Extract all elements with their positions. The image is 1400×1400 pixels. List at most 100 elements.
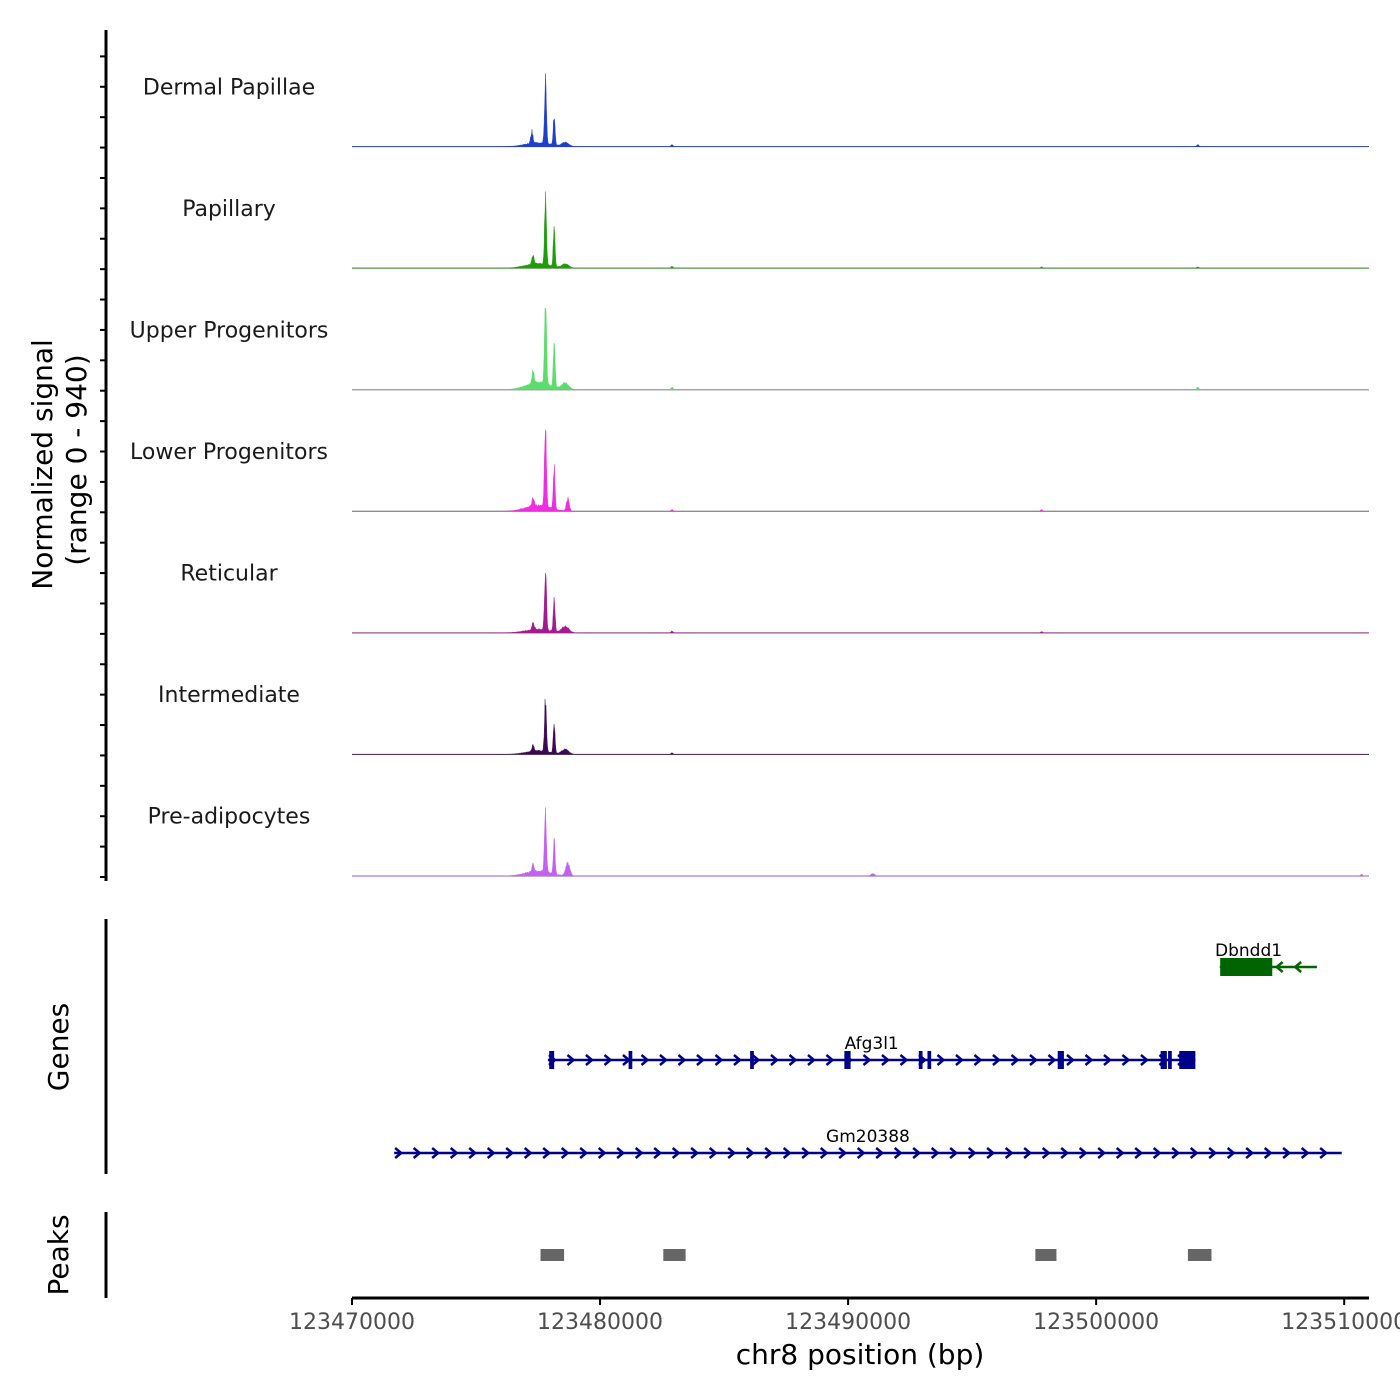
strand-chevron [1004, 1147, 1014, 1159]
strand-chevron [1263, 1147, 1273, 1159]
track-upper-progenitors: Upper Progenitors [130, 307, 1370, 391]
track-signal-area [351, 573, 1370, 634]
strand-chevron [634, 1147, 644, 1159]
strand-chevron [807, 1054, 816, 1066]
strand-chevron [1208, 1147, 1218, 1159]
track-signal-area [351, 699, 1370, 755]
gene-exon [750, 1051, 754, 1069]
gene-exon [844, 1051, 851, 1069]
strand-chevron [801, 1147, 811, 1159]
strand-chevron [542, 1147, 552, 1159]
coverage-y-label: Normalized signal (range 0 - 940) [26, 330, 93, 589]
gene-dbndd1: Dbndd1 [1215, 941, 1317, 976]
strand-chevron [727, 1147, 737, 1159]
coverage-y-ticks [100, 55, 106, 878]
strand-chevron [1274, 961, 1284, 973]
strand-chevron [585, 1054, 594, 1066]
track-label: Lower Progenitors [130, 440, 328, 465]
strand-chevron [986, 1147, 996, 1159]
track-intermediate: Intermediate [158, 683, 1370, 755]
strand-chevron [788, 1054, 798, 1066]
strand-chevron [1226, 1147, 1236, 1159]
gene-afg3l1: Afg3l1 [547, 1034, 1196, 1069]
strand-chevron [955, 1054, 964, 1066]
track-signal-area [351, 429, 1370, 512]
strand-chevron [893, 1147, 903, 1159]
strand-chevron [967, 1147, 977, 1159]
peaks-panel [540, 1249, 1212, 1261]
gene-name-label: Gm20388 [826, 1127, 910, 1147]
peak-region [1035, 1249, 1057, 1261]
strand-chevron [825, 1054, 835, 1066]
track-papillary: Papillary [182, 191, 1370, 269]
coverage-y-label-line-1: Normalized signal [26, 339, 59, 590]
strand-chevron [973, 1054, 983, 1066]
strand-chevron [431, 1147, 441, 1159]
coverage-tracks: Dermal Papillae Papillary Upper Progenitor… [130, 73, 1370, 877]
strand-chevron [523, 1147, 533, 1159]
strand-chevron [930, 1147, 940, 1159]
strand-chevron [1103, 1054, 1112, 1066]
strand-chevron [1029, 1054, 1038, 1066]
strand-chevron [1023, 1147, 1033, 1159]
gene-annotation-panel: Dbndd1 Afg3l1 Gm20388 [394, 941, 1342, 1159]
peak-region [663, 1249, 686, 1261]
strand-chevron [1293, 961, 1302, 973]
track-label: Dermal Papillae [143, 75, 315, 100]
strand-chevron [862, 1054, 872, 1066]
strand-chevron [881, 1054, 890, 1066]
strand-chevron [1060, 1147, 1070, 1159]
strand-chevron [1134, 1147, 1144, 1159]
x-axis-label: chr8 position (bp) [736, 1338, 985, 1371]
strand-chevron [640, 1054, 650, 1066]
strand-chevron [708, 1147, 718, 1159]
strand-chevron [1300, 1147, 1310, 1159]
x-tick-label: 123480000 [537, 1310, 663, 1335]
gene-exon [1220, 958, 1273, 976]
strand-chevron [1189, 1147, 1199, 1159]
strand-chevron [819, 1147, 829, 1159]
x-axis-ticks: 123470000 123480000 123490000 123500000 1235… [289, 1298, 1400, 1335]
track-label: Upper Progenitors [130, 318, 329, 343]
strand-chevron [1078, 1147, 1088, 1159]
gene-exon [918, 1051, 923, 1069]
track-label: Reticular [180, 562, 278, 587]
gene-exon [927, 1051, 932, 1069]
strand-chevron [992, 1054, 1001, 1066]
strand-chevron [875, 1147, 885, 1159]
gene-exon [1057, 1051, 1064, 1069]
gene-name-label: Afg3l1 [845, 1034, 899, 1054]
strand-chevron [949, 1147, 959, 1159]
track-label: Pre-adipocytes [148, 805, 311, 830]
track-signal-area [352, 807, 1369, 877]
strand-chevron [1245, 1147, 1255, 1159]
track-label: Papillary [182, 197, 276, 222]
track-signal-area [351, 307, 1370, 390]
x-tick-label: 123510000 [1281, 1310, 1400, 1335]
strand-chevron [653, 1147, 663, 1159]
track-signal-area [351, 73, 1370, 147]
strand-chevron [1066, 1054, 1075, 1066]
strand-chevron [1319, 1147, 1329, 1159]
peak-region [1187, 1249, 1212, 1261]
gene-gm20388: Gm20388 [394, 1127, 1342, 1159]
strand-chevron [1010, 1054, 1020, 1066]
strand-chevron [468, 1147, 478, 1159]
track-reticular: Reticular [180, 562, 1370, 634]
track-lower-progenitors: Lower Progenitors [130, 429, 1370, 512]
strand-chevron [671, 1147, 681, 1159]
peak-region [540, 1249, 565, 1261]
x-tick-label: 123490000 [785, 1310, 911, 1335]
strand-chevron [690, 1147, 700, 1159]
gene-exon [1168, 1051, 1172, 1069]
strand-chevron [856, 1147, 866, 1159]
peaks-label: Peaks [42, 1214, 75, 1295]
strand-chevron [733, 1054, 742, 1066]
strand-chevron [505, 1147, 515, 1159]
strand-chevron [936, 1054, 946, 1066]
strand-chevron [597, 1147, 607, 1159]
track-pre-adipocytes: Pre-adipocytes [148, 805, 1369, 877]
strand-chevron [616, 1147, 626, 1159]
strand-chevron [659, 1054, 668, 1066]
